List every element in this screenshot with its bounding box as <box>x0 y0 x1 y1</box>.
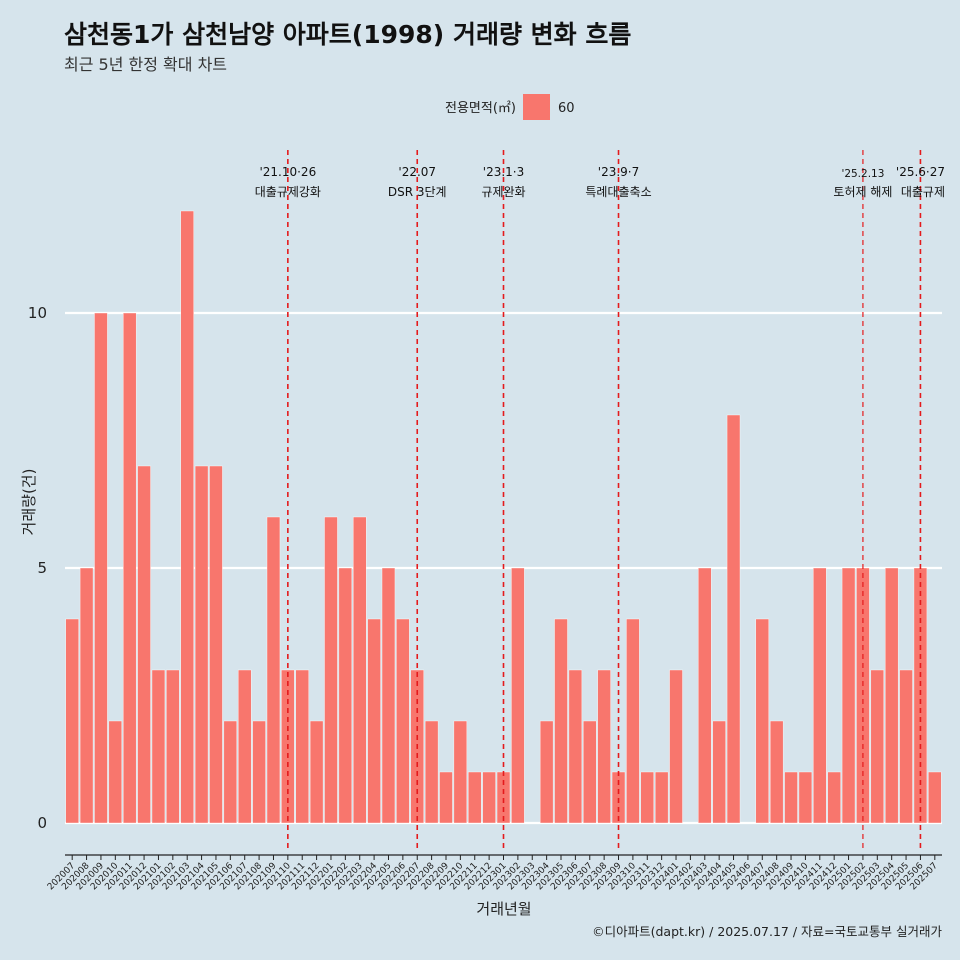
annotation-date: '21.10·26 <box>259 165 316 179</box>
annotation-label: 규제완화 <box>481 185 525 199</box>
bar <box>468 771 482 824</box>
legend: 전용면적(㎡) 60 <box>445 94 575 120</box>
bar <box>482 771 496 824</box>
bar <box>769 720 784 824</box>
annotation-label: 토허제 해제 <box>833 185 892 199</box>
bars <box>65 210 942 824</box>
bar <box>424 720 439 824</box>
bar <box>79 567 94 824</box>
bar <box>841 567 856 824</box>
bar <box>698 567 712 824</box>
bar <box>568 669 583 824</box>
bar <box>827 771 841 824</box>
bar <box>554 618 568 824</box>
x-axis: 2020072020082020092020102020112020122021… <box>46 854 942 892</box>
bar <box>65 618 79 824</box>
bar <box>712 720 726 824</box>
bar <box>338 567 353 824</box>
annotation-date: '23.9·7 <box>598 165 639 179</box>
bar <box>798 771 813 824</box>
bar <box>180 210 194 824</box>
bar <box>209 465 223 824</box>
bar <box>597 669 611 824</box>
annotations: '21.10·26 대출규제강화 '22.07 DSR 3단계 '23.1·3 규제완화 '… <box>255 150 945 848</box>
bar <box>367 618 381 824</box>
y-axis: 0 5 10 <box>28 304 47 832</box>
y-axis-title: 거래량(건) <box>20 469 38 536</box>
bar <box>496 771 511 824</box>
annotation-date: '22.07 <box>398 165 436 179</box>
bar <box>899 669 913 824</box>
bar <box>726 414 741 824</box>
annotation-label: 대출규제 <box>901 185 945 199</box>
bar <box>813 567 827 824</box>
bar <box>654 771 669 824</box>
bar <box>640 771 654 824</box>
bar <box>439 771 453 824</box>
bar <box>108 720 122 824</box>
bar <box>123 312 137 824</box>
bar <box>295 669 309 824</box>
bar <box>137 465 151 824</box>
annotation-label: 특례대출축소 <box>585 185 651 199</box>
y-tick-label: 0 <box>37 814 47 832</box>
bar <box>151 669 166 824</box>
chart-subtitle: 최근 5년 한정 확대 차트 <box>64 55 227 74</box>
bar <box>238 669 252 824</box>
bar <box>626 618 640 824</box>
bar <box>928 771 942 824</box>
bar <box>396 618 410 824</box>
y-tick-label: 5 <box>37 559 47 577</box>
bar <box>324 516 338 824</box>
annotation-date: '25.6·27 <box>896 165 945 179</box>
y-tick-label: 10 <box>28 304 47 322</box>
chart-title: 삼천동1가 삼천남양 아파트(1998) 거래량 변화 흐름 <box>64 20 631 49</box>
legend-title: 전용면적(㎡) <box>445 101 516 116</box>
bar <box>381 567 396 824</box>
bar <box>266 516 281 824</box>
legend-swatch <box>523 94 550 120</box>
bar <box>166 669 180 824</box>
bar <box>511 567 525 824</box>
x-axis-title: 거래년월 <box>476 900 531 918</box>
bar <box>755 618 769 824</box>
bar <box>870 669 884 824</box>
legend-entry: 60 <box>558 101 575 116</box>
bar <box>94 312 108 824</box>
bar <box>669 669 683 824</box>
bar <box>353 516 367 824</box>
bar <box>784 771 798 824</box>
bar <box>309 720 324 824</box>
annotation-label: DSR 3단계 <box>388 185 447 199</box>
caption: ©디아파트(dapt.kr) / 2025.07.17 / 자료=국토교통부 실… <box>592 924 942 939</box>
bar <box>885 567 899 824</box>
bar <box>252 720 266 824</box>
annotation-label: 대출규제강화 <box>255 185 321 199</box>
bar <box>611 771 626 824</box>
bar <box>223 720 238 824</box>
bar <box>453 720 468 824</box>
annotation-date: '23.1·3 <box>483 165 524 179</box>
bar <box>539 720 554 824</box>
bar <box>194 465 209 824</box>
bar <box>583 720 597 824</box>
annotation-date: '25.2.13 <box>841 168 884 180</box>
